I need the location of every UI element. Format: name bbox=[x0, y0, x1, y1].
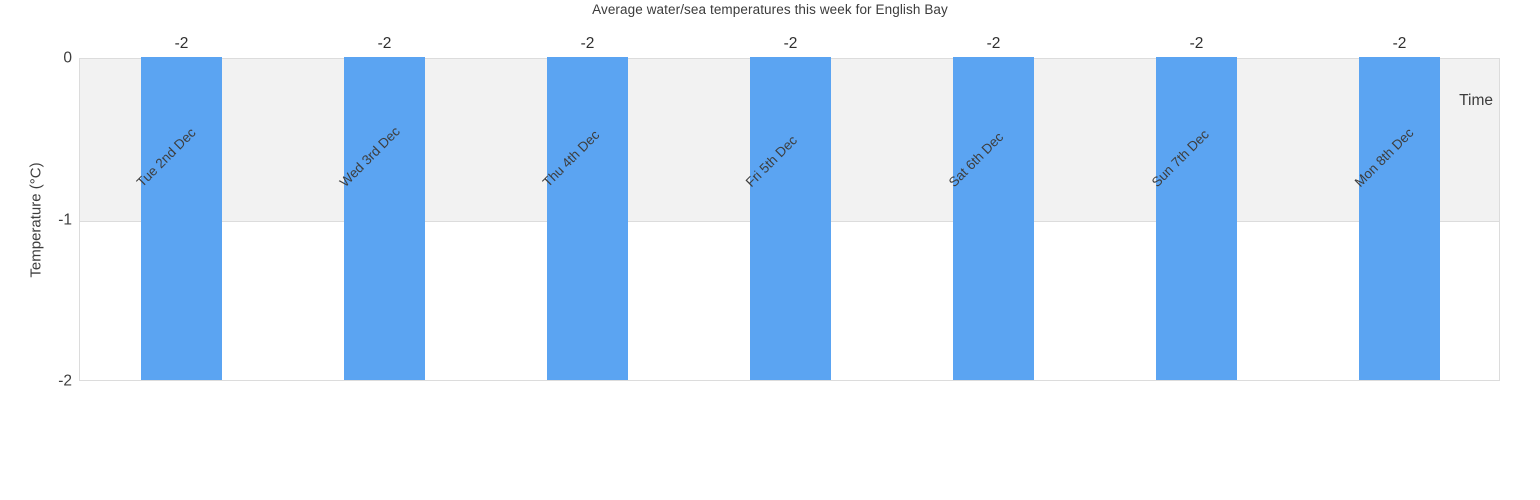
bar[interactable] bbox=[547, 57, 628, 380]
bar[interactable] bbox=[344, 57, 425, 380]
bar-value-label: -2 bbox=[580, 35, 595, 52]
y-axis-tick-label: -1 bbox=[58, 210, 72, 228]
bar[interactable] bbox=[1156, 57, 1237, 380]
y-axis-tick-label: -2 bbox=[58, 372, 72, 390]
chart-title: Average water/sea temperatures this week… bbox=[592, 2, 948, 17]
bar[interactable] bbox=[1359, 57, 1440, 380]
bar-value-label: -2 bbox=[1189, 35, 1204, 52]
bar[interactable] bbox=[750, 57, 831, 380]
y-axis-tick-label: 0 bbox=[63, 49, 72, 67]
bar-value-label: -2 bbox=[174, 35, 189, 52]
bar-value-label: -2 bbox=[377, 35, 392, 52]
y-axis-tick-labels: 0 -1 -2 bbox=[0, 50, 72, 388]
bar-value-label: -2 bbox=[1392, 35, 1407, 52]
bar-value-label: -2 bbox=[783, 35, 798, 52]
x-axis-title: Time bbox=[1459, 92, 1493, 109]
bar-value-label: -2 bbox=[986, 35, 1001, 52]
bar[interactable] bbox=[953, 57, 1034, 380]
bar[interactable] bbox=[141, 57, 222, 380]
plot-area: -2 Tue 2nd Dec -2 Wed 3rd Dec -2 Thu 4th Dec -… bbox=[79, 36, 1500, 381]
